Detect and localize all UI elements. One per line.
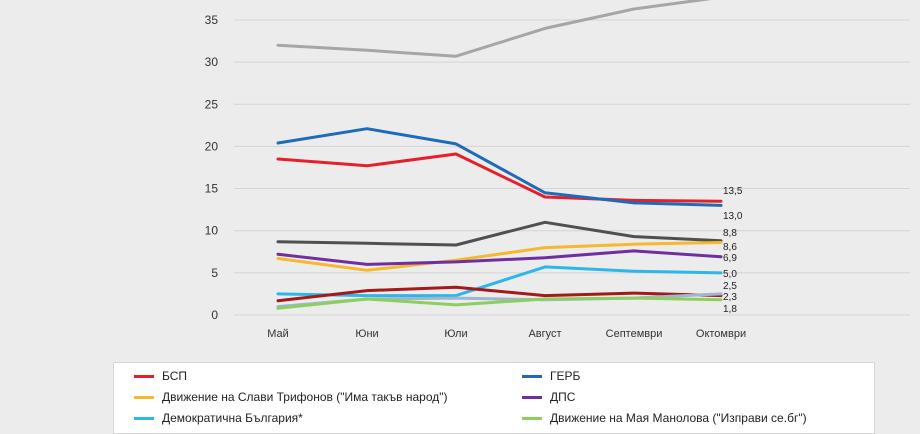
legend-swatch [134, 374, 154, 378]
legend-swatch [134, 416, 154, 420]
legend-item-gerb: ГЕРБ [522, 369, 580, 383]
legend-label: ГЕРБ [550, 369, 581, 383]
x-tick-label: Юли [444, 328, 467, 340]
data-labels: 13,5 13,0 8,8 8,66,9 5,0 2,32,5 1,8 [723, 186, 743, 315]
x-tick-label: Август [528, 328, 561, 340]
x-tick-label: Октомври [696, 328, 746, 340]
line-chart: 0 5 10 15 20 25 30 35 Май Юни Юли Август Септември О… [205, 0, 910, 340]
y-tick-label: 0 [211, 308, 218, 322]
y-tick-label: 15 [205, 182, 219, 196]
y-tick-label: 30 [205, 55, 219, 69]
data-label: 1,8 [723, 304, 737, 315]
series-lines [276, 0, 723, 310]
legend-item-db: Демократична България* [134, 411, 303, 425]
data-label: 6,9 [723, 253, 737, 264]
gridlines [234, 19, 910, 316]
legend-swatch [522, 395, 542, 399]
series-line [276, 127, 723, 207]
data-label: 13,0 [723, 211, 743, 222]
y-tick-label: 20 [205, 139, 219, 153]
series-line [276, 241, 723, 272]
legend-item-bsp: БСП [134, 369, 187, 383]
legend-item-itn: Движение на Слави Трифонов ("Има такъв н… [134, 390, 448, 404]
series-line [276, 265, 723, 298]
legend-label: ДПС [550, 390, 576, 404]
x-tick-label: Септември [606, 328, 663, 340]
data-label: 8,6 [723, 242, 737, 253]
legend-item-dps: ДПС [522, 390, 575, 404]
series-line [276, 152, 723, 203]
legend-swatch [522, 374, 542, 378]
y-tick-label: 10 [205, 224, 219, 238]
series-line [276, 220, 723, 247]
legend: БСП ГЕРБ Движение на Слави Трифонов ("Им… [113, 362, 875, 434]
data-label: 13,5 [723, 186, 743, 197]
data-label: 8,8 [723, 228, 737, 239]
data-label: 2,5 [723, 281, 737, 292]
x-axis-ticks: Май Юни Юли Август Септември Октомври [267, 328, 746, 340]
series-line [276, 285, 723, 303]
legend-label: Движение на Мая Манолова ("Изправи се.бг… [550, 411, 807, 425]
legend-swatch [134, 395, 154, 399]
y-tick-label: 25 [205, 97, 219, 111]
data-label: 2,3 [723, 292, 737, 303]
series-line [276, 296, 723, 310]
legend-label: Движение на Слави Трифонов ("Има такъв н… [162, 390, 448, 404]
series-line [276, 0, 712, 58]
x-tick-label: Май [267, 328, 289, 340]
legend-label: Демократична България* [162, 411, 303, 425]
legend-item-izpravi: Движение на Мая Манолова ("Изправи се.бг… [522, 411, 807, 425]
legend-swatch [522, 416, 542, 420]
series-line [276, 249, 723, 266]
y-tick-label: 35 [205, 13, 219, 27]
x-tick-label: Юни [355, 328, 378, 340]
y-axis-ticks: 0 5 10 15 20 25 30 35 [205, 13, 219, 322]
y-tick-label: 5 [211, 266, 218, 280]
data-label: 5,0 [723, 269, 737, 280]
legend-label: БСП [162, 369, 188, 383]
